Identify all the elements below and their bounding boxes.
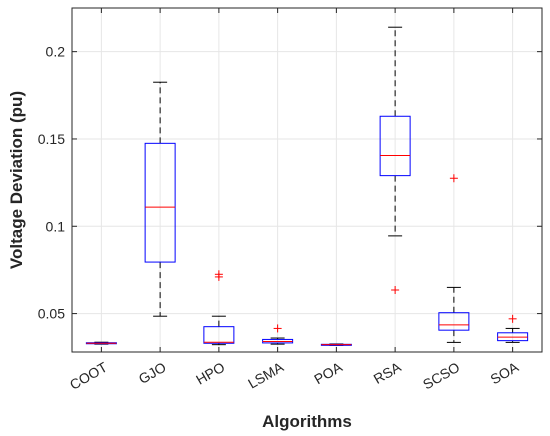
box-lsma [262, 324, 294, 345]
box-poa [320, 343, 352, 346]
box-iqr [438, 312, 470, 331]
x-tick-label-lsma: LSMA [245, 358, 287, 391]
box-coot [85, 341, 117, 345]
plot-background [72, 8, 542, 352]
x-tick-label-hpo: HPO [193, 359, 227, 388]
y-tick-label: 0.1 [46, 218, 66, 234]
box-iqr [144, 142, 176, 263]
box-scso [438, 174, 470, 343]
x-tick-label-poa: POA [311, 358, 345, 387]
y-tick-label: 0.2 [46, 44, 66, 60]
box-iqr [379, 115, 411, 177]
boxes-layer [85, 26, 529, 346]
box-gjo [144, 81, 176, 317]
y-tick-label: 0.05 [38, 306, 65, 322]
box-soa [497, 314, 529, 343]
box-hpo [203, 270, 235, 346]
x-axis-title: Algorithms [262, 412, 352, 431]
x-tick-label-coot: COOT [67, 359, 110, 393]
y-tick-label: 0.15 [38, 131, 65, 147]
box-rsa [379, 26, 411, 295]
grid-lines [72, 8, 542, 352]
x-tick-label-gjo: GJO [136, 359, 169, 387]
box-iqr [203, 326, 235, 344]
x-tick-label-rsa: RSA [371, 358, 405, 387]
plot-frame [71, 7, 543, 353]
x-tick-label-scso: SCSO [420, 359, 462, 393]
y-axis-ticks: 0.05 0.1 0.15 0.2 [38, 44, 542, 322]
y-axis-title: Voltage Deviation (pu) [7, 91, 26, 269]
x-tick-label-soa: SOA [488, 358, 522, 387]
